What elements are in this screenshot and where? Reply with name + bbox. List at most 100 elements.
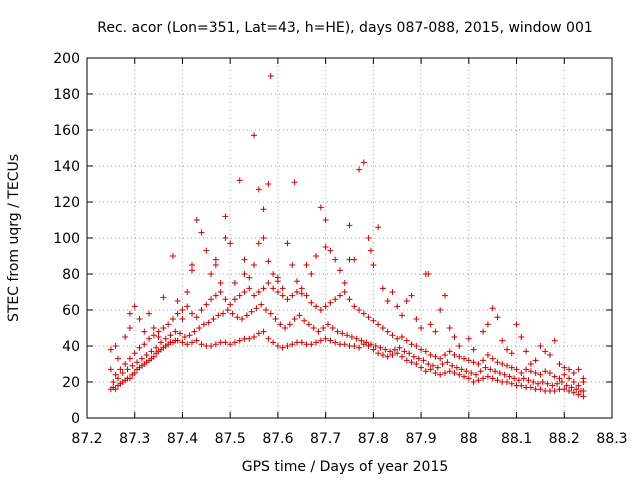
data-point bbox=[286, 321, 293, 328]
data-point bbox=[408, 292, 415, 299]
data-point bbox=[363, 339, 370, 346]
data-point bbox=[570, 379, 577, 385]
data-point bbox=[265, 335, 272, 342]
data-point bbox=[313, 303, 320, 310]
data-point bbox=[468, 370, 475, 376]
y-tick-label: 140 bbox=[53, 159, 80, 175]
data-point bbox=[258, 301, 265, 308]
data-point bbox=[513, 321, 520, 328]
data-point bbox=[174, 310, 181, 317]
data-point bbox=[387, 348, 394, 355]
data-point bbox=[401, 348, 408, 355]
data-point bbox=[327, 247, 334, 254]
data-point bbox=[427, 352, 434, 358]
data-point bbox=[179, 339, 186, 346]
data-point bbox=[551, 388, 558, 394]
data-point bbox=[453, 364, 460, 371]
data-point bbox=[174, 337, 181, 344]
data-point bbox=[537, 386, 544, 393]
data-point bbox=[465, 335, 472, 342]
data-point bbox=[341, 341, 348, 348]
data-point bbox=[546, 352, 553, 358]
data-point bbox=[375, 224, 382, 231]
data-point bbox=[107, 366, 114, 373]
data-point bbox=[394, 335, 401, 342]
data-point bbox=[504, 346, 510, 353]
data-point bbox=[165, 321, 172, 328]
data-point bbox=[308, 341, 315, 348]
data-point bbox=[179, 307, 186, 313]
data-point bbox=[551, 373, 558, 380]
data-point bbox=[107, 346, 114, 353]
data-point bbox=[370, 262, 377, 268]
data-point bbox=[126, 355, 133, 362]
data-point bbox=[358, 337, 365, 344]
data-point bbox=[260, 285, 267, 292]
data-point bbox=[289, 292, 296, 299]
data-point bbox=[231, 280, 238, 286]
data-point bbox=[532, 357, 539, 364]
data-point bbox=[432, 370, 439, 376]
data-point bbox=[138, 355, 145, 362]
data-point bbox=[317, 337, 324, 344]
data-point bbox=[172, 328, 179, 335]
data-point bbox=[296, 312, 303, 319]
data-point bbox=[212, 292, 219, 299]
data-point bbox=[184, 303, 191, 310]
data-point bbox=[408, 341, 415, 348]
data-point bbox=[501, 371, 508, 378]
data-point bbox=[558, 379, 565, 385]
data-point bbox=[470, 379, 477, 385]
data-point bbox=[441, 370, 448, 376]
data-point bbox=[322, 303, 329, 310]
data-point bbox=[310, 325, 317, 331]
x-tick-label: 87.7 bbox=[310, 431, 341, 447]
data-point bbox=[465, 357, 472, 364]
data-point bbox=[141, 341, 148, 348]
data-point bbox=[360, 159, 367, 166]
data-point bbox=[334, 328, 341, 335]
x-tick-label: 87.8 bbox=[358, 431, 389, 447]
y-tick-labels: 0 20 40 60 80 100 120 140 160 180 200 bbox=[53, 51, 80, 427]
data-point bbox=[513, 366, 520, 373]
data-point bbox=[360, 310, 367, 317]
data-point bbox=[482, 364, 489, 371]
data-point bbox=[432, 328, 439, 335]
data-point bbox=[298, 285, 305, 292]
data-point bbox=[317, 204, 324, 211]
data-point bbox=[241, 256, 248, 263]
data-points bbox=[107, 73, 587, 400]
data-point bbox=[274, 289, 281, 295]
data-point bbox=[126, 325, 133, 331]
data-point bbox=[365, 235, 372, 241]
data-point bbox=[389, 289, 396, 295]
data-point bbox=[248, 308, 255, 315]
data-point bbox=[556, 361, 563, 367]
data-point bbox=[136, 344, 143, 351]
data-point bbox=[160, 325, 167, 331]
data-point bbox=[262, 307, 269, 313]
data-point bbox=[260, 235, 267, 241]
data-point bbox=[146, 310, 153, 317]
data-point bbox=[573, 386, 580, 393]
data-point bbox=[344, 332, 351, 339]
data-point bbox=[122, 361, 129, 367]
data-point bbox=[561, 364, 568, 371]
data-point bbox=[494, 359, 501, 366]
data-point bbox=[119, 370, 126, 376]
data-point bbox=[131, 350, 138, 357]
data-point bbox=[382, 346, 389, 353]
data-point bbox=[270, 285, 277, 292]
data-point bbox=[544, 380, 551, 387]
data-point bbox=[167, 332, 174, 339]
data-point bbox=[277, 321, 284, 328]
data-point bbox=[327, 337, 334, 344]
data-point bbox=[370, 317, 377, 324]
y-tick-label: 200 bbox=[53, 51, 80, 67]
x-tick-labels: 87.2 87.3 87.4 87.5 87.6 87.7 87.8 87.9 88 88.1 88… bbox=[71, 431, 627, 447]
data-point bbox=[322, 217, 329, 223]
data-point bbox=[332, 339, 339, 346]
data-point bbox=[367, 247, 374, 254]
data-point bbox=[489, 305, 496, 312]
data-point bbox=[425, 361, 432, 367]
